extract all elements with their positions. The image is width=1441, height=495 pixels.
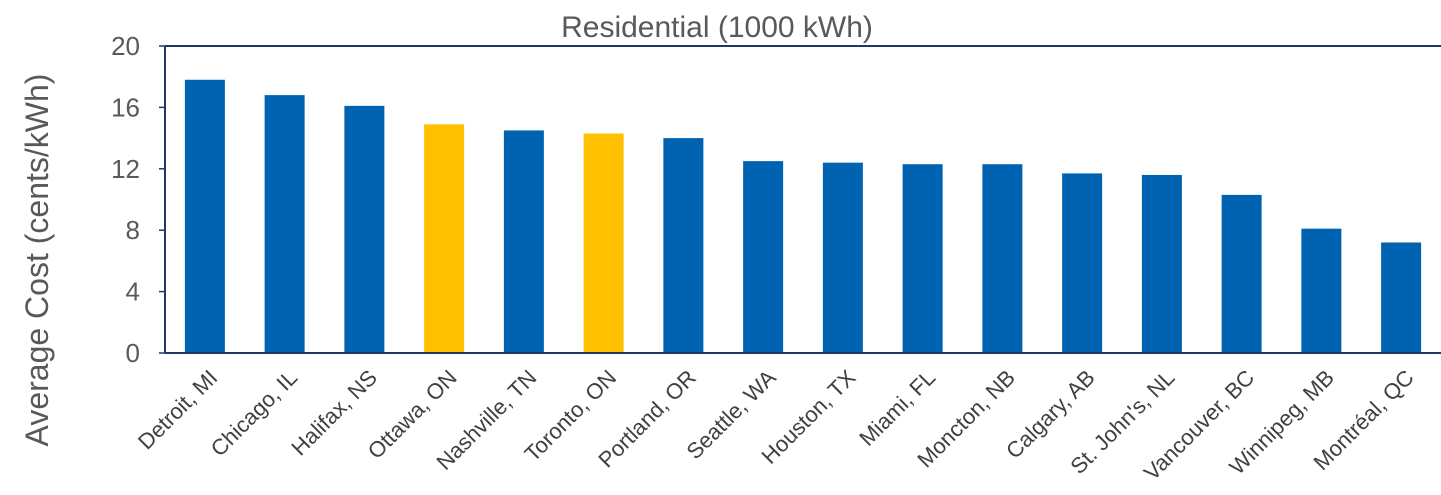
bar [663, 138, 704, 353]
bar [503, 130, 544, 353]
bar [264, 95, 305, 354]
bar [902, 164, 943, 353]
y-tick-label: 8 [126, 215, 140, 245]
bar [1221, 194, 1262, 353]
bar [184, 79, 225, 354]
y-tick-label: 12 [111, 154, 140, 184]
chart-title: Residential (1000 kWh) [561, 11, 873, 44]
y-axis-label: Average Cost (cents/kWh) [19, 74, 55, 447]
bar [982, 164, 1023, 353]
y-tick-label: 20 [111, 31, 140, 61]
bar [424, 124, 465, 353]
x-category-label: Miami, FL [854, 365, 940, 451]
bar [743, 161, 784, 353]
y-tick-label: 16 [111, 92, 140, 122]
bar [1141, 174, 1182, 353]
y-tick-label: 0 [126, 338, 140, 368]
bar [344, 105, 385, 354]
bar [583, 133, 624, 353]
bar [1301, 228, 1342, 353]
y-tick-label: 4 [126, 277, 140, 307]
bar [1381, 242, 1422, 353]
bar [1062, 173, 1103, 353]
x-category-label: Chicago, IL [206, 365, 302, 461]
bar [822, 162, 863, 353]
